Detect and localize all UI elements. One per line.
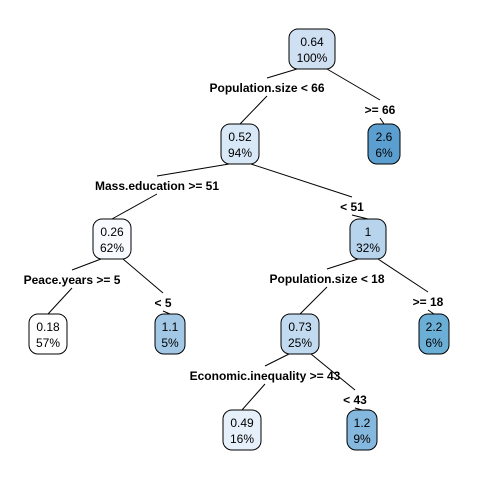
split-label-s4: < 51 [340, 200, 364, 214]
tree-node-value: 0.49 [230, 416, 254, 430]
tree-edge-n5-n9 [377, 258, 435, 315]
tree-node-percent: 57% [36, 336, 60, 350]
tree-node-percent: 9% [353, 432, 371, 446]
tree-node-value: 2.6 [376, 130, 393, 144]
tree-node-value: 0.52 [228, 130, 252, 144]
tree-node-value: 0.26 [100, 225, 124, 239]
tree-edge-n5-n8 [299, 258, 359, 315]
tree-node-percent: 6% [425, 336, 443, 350]
split-label-s10: < 43 [343, 393, 367, 407]
tree-edge-n4-n6 [47, 258, 102, 315]
tree-node-n6: 0.18 57% [28, 313, 68, 355]
tree-node-value: 1 [365, 225, 372, 239]
tree-node-n11: 1.29% [346, 409, 378, 451]
split-label-s6: < 5 [154, 296, 171, 310]
tree-node-n8: 0.73 25% [280, 313, 320, 355]
tree-edge-n2-n4 [111, 163, 230, 220]
tree-node-box [220, 123, 260, 165]
split-label-s8: >= 18 [413, 295, 444, 309]
split-label-s9: Economic.inequality >= 43 [190, 369, 341, 383]
tree-edge-n8-n10 [241, 353, 290, 411]
split-label-s5: Peace.years >= 5 [24, 273, 121, 287]
tree-node-box [288, 28, 336, 70]
tree-node-n4: 0.26 62% [92, 218, 132, 260]
tree-node-percent: 62% [100, 241, 124, 255]
tree-node-box [367, 123, 401, 165]
tree-nodes: 0.64100%0.5294%2.66%0.2662%132%0.1857%1.… [28, 28, 450, 451]
tree-edge-n1-n2 [239, 68, 298, 125]
tree-node-value: 2.2 [426, 320, 443, 334]
tree-node-value: 0.73 [288, 320, 312, 334]
tree-node-box [28, 313, 68, 355]
split-labels: Population.size < 66 >= 66 Mass.education … [24, 81, 444, 407]
tree-node-n7: 1.15% [154, 313, 186, 355]
tree-node-box [222, 409, 262, 451]
tree-node-n3: 2.66% [367, 123, 401, 165]
tree-node-box [349, 218, 387, 260]
tree-node-box [154, 313, 186, 355]
tree-node-percent: 5% [161, 336, 179, 350]
tree-node-n1: 0.64 100% [288, 28, 336, 70]
split-label-s3: Mass.education >= 51 [95, 179, 219, 193]
split-label-s1: Population.size < 66 [209, 81, 324, 95]
tree-node-value: 1.1 [162, 320, 179, 334]
tree-node-n10: 0.49 16% [222, 409, 262, 451]
tree-node-box [346, 409, 378, 451]
tree-node-value: 0.18 [36, 320, 60, 334]
tree-node-n5: 132% [349, 218, 387, 260]
tree-node-percent: 16% [230, 432, 254, 446]
tree-node-percent: 94% [228, 146, 252, 160]
tree-node-percent: 100% [297, 51, 328, 65]
tree-edges [47, 68, 435, 411]
split-label-s2: >= 66 [365, 103, 396, 117]
tree-node-percent: 32% [356, 241, 380, 255]
tree-node-value: 0.64 [300, 35, 324, 49]
tree-node-value: 1.2 [354, 416, 371, 430]
tree-edge-n2-n5 [250, 163, 369, 220]
tree-edge-n1-n3 [326, 68, 385, 125]
split-label-s7: Population.size < 18 [269, 272, 384, 286]
tree-node-box [92, 218, 132, 260]
tree-node-n2: 0.52 94% [220, 123, 260, 165]
tree-node-percent: 6% [375, 146, 393, 160]
tree-node-n9: 2.26% [418, 313, 450, 355]
tree-node-box [280, 313, 320, 355]
tree-node-box [418, 313, 450, 355]
tree-node-percent: 25% [288, 336, 312, 350]
